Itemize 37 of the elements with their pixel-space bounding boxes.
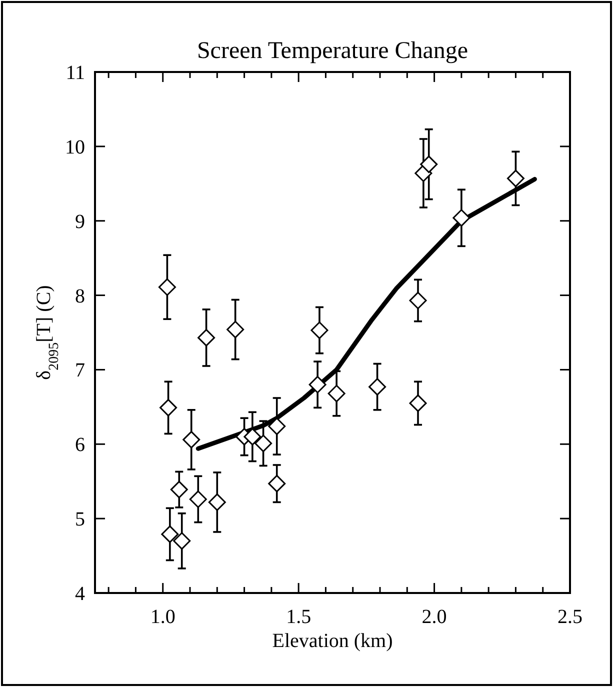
point	[310, 322, 328, 340]
point	[420, 156, 438, 174]
y-tick-label: 5	[75, 508, 85, 531]
point	[161, 525, 179, 543]
point	[308, 376, 326, 394]
x-tick-label: 1.5	[286, 606, 312, 628]
point	[328, 384, 346, 402]
point	[173, 532, 191, 550]
point	[409, 394, 427, 412]
y-tick-label: 10	[65, 136, 85, 158]
point	[189, 490, 207, 508]
x-tick-label: 1.0	[150, 606, 176, 628]
x-tick-label: 2.0	[422, 606, 447, 628]
point	[452, 209, 470, 227]
point	[160, 398, 178, 416]
point	[268, 418, 286, 436]
point	[268, 474, 286, 492]
point	[409, 292, 427, 310]
point	[170, 480, 188, 498]
point	[506, 170, 524, 188]
y-tick-label: 11	[66, 62, 85, 84]
point	[182, 430, 200, 448]
point	[208, 493, 226, 511]
x-tick-label: 2.5	[558, 606, 582, 628]
point	[254, 434, 272, 452]
point	[158, 278, 176, 296]
y-tick-label: 7	[75, 360, 85, 382]
point	[198, 328, 216, 346]
point	[226, 320, 244, 338]
y-tick-label: 9	[75, 210, 85, 233]
chart-title: Screen Temperature Change	[196, 38, 468, 64]
y-tick-label: 4	[75, 583, 85, 605]
y-tick-label: 6	[75, 434, 85, 456]
x-axis-title: Elevation (km)	[272, 630, 393, 652]
y-tick-label: 8	[75, 285, 85, 308]
point	[244, 428, 262, 446]
point	[368, 378, 386, 396]
